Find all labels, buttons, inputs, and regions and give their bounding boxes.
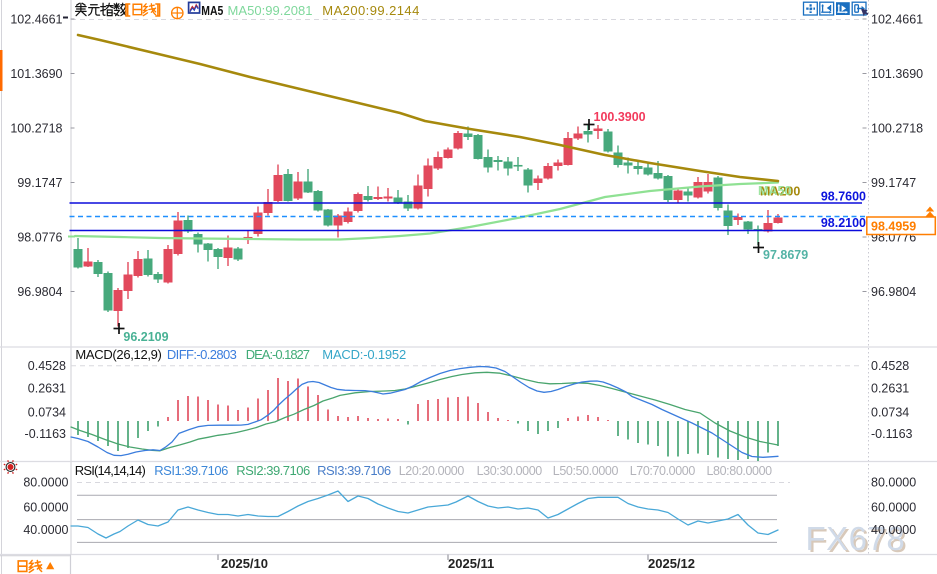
svg-text:MACD(26,12,9): MACD(26,12,9) bbox=[75, 347, 161, 362]
svg-text:DIFF:-0.2803: DIFF:-0.2803 bbox=[167, 347, 237, 362]
svg-text:MA50: MA50 bbox=[758, 184, 791, 198]
svg-text:99.1747: 99.1747 bbox=[17, 176, 62, 190]
svg-text:L80:80.0000: L80:80.0000 bbox=[707, 464, 773, 478]
svg-text:0.4528: 0.4528 bbox=[28, 359, 66, 373]
svg-text:102.4661: 102.4661 bbox=[10, 12, 62, 26]
svg-text:102.4661: 102.4661 bbox=[871, 12, 923, 26]
svg-text:99.1747: 99.1747 bbox=[871, 176, 916, 190]
svg-text:0.2631: 0.2631 bbox=[871, 381, 909, 395]
svg-text:96.9804: 96.9804 bbox=[871, 285, 916, 299]
svg-text:RSI2:39.7106: RSI2:39.7106 bbox=[236, 463, 310, 478]
svg-text:DEA:-0.1827: DEA:-0.1827 bbox=[246, 347, 310, 362]
svg-text:0.0734: 0.0734 bbox=[28, 406, 66, 420]
svg-text:98.7600: 98.7600 bbox=[821, 190, 866, 204]
svg-text:97.8679: 97.8679 bbox=[763, 248, 808, 262]
svg-text:40.0000: 40.0000 bbox=[871, 523, 916, 537]
svg-text:100.3900: 100.3900 bbox=[594, 110, 646, 124]
svg-text:2025/11: 2025/11 bbox=[448, 556, 494, 571]
svg-text:60.0000: 60.0000 bbox=[871, 500, 916, 514]
svg-text:RSI(14,14,14): RSI(14,14,14) bbox=[75, 463, 146, 478]
svg-text:L30:30.0000: L30:30.0000 bbox=[477, 464, 543, 478]
svg-text:96.2109: 96.2109 bbox=[123, 330, 168, 344]
svg-text:RSI1:39.7106: RSI1:39.7106 bbox=[154, 463, 228, 478]
svg-text:80.0000: 80.0000 bbox=[23, 475, 68, 489]
svg-text:2025/12: 2025/12 bbox=[648, 556, 695, 571]
svg-text:RSI3:39.7106: RSI3:39.7106 bbox=[317, 463, 391, 478]
svg-text:101.3690: 101.3690 bbox=[871, 67, 923, 81]
svg-text:80.0000: 80.0000 bbox=[871, 475, 916, 489]
svg-text:MA50:99.2081: MA50:99.2081 bbox=[228, 3, 313, 18]
svg-text:L20:20.0000: L20:20.0000 bbox=[399, 464, 465, 478]
svg-text:L50:50.0000: L50:50.0000 bbox=[553, 464, 619, 478]
svg-text:-0.1163: -0.1163 bbox=[871, 427, 913, 441]
svg-text:100.2718: 100.2718 bbox=[10, 121, 62, 135]
svg-text:98.2100: 98.2100 bbox=[821, 216, 866, 230]
svg-text:98.0776: 98.0776 bbox=[17, 230, 62, 244]
svg-text:L70:70.0000: L70:70.0000 bbox=[630, 464, 696, 478]
svg-text:60.0000: 60.0000 bbox=[23, 500, 68, 514]
svg-text:0.0734: 0.0734 bbox=[871, 406, 909, 420]
svg-text:MACD:-0.1952: MACD:-0.1952 bbox=[322, 347, 406, 362]
svg-text:40.0000: 40.0000 bbox=[23, 523, 68, 537]
svg-text:MA200:99.2144: MA200:99.2144 bbox=[322, 3, 419, 18]
svg-text:2025/10: 2025/10 bbox=[221, 556, 268, 571]
svg-text:0.4528: 0.4528 bbox=[871, 359, 909, 373]
svg-text:0.2631: 0.2631 bbox=[28, 381, 66, 395]
svg-text:-0.1163: -0.1163 bbox=[25, 427, 67, 441]
svg-text:FX678: FX678 bbox=[806, 520, 906, 557]
svg-text:100.2718: 100.2718 bbox=[871, 121, 923, 135]
svg-text:MA5: MA5 bbox=[201, 3, 223, 18]
svg-text:101.3690: 101.3690 bbox=[10, 67, 62, 81]
svg-text:98.4959: 98.4959 bbox=[871, 220, 916, 234]
svg-text:96.9804: 96.9804 bbox=[17, 285, 62, 299]
svg-text:FX678: FX678 bbox=[808, 522, 908, 559]
svg-text:MA200: MA200 bbox=[760, 185, 800, 199]
